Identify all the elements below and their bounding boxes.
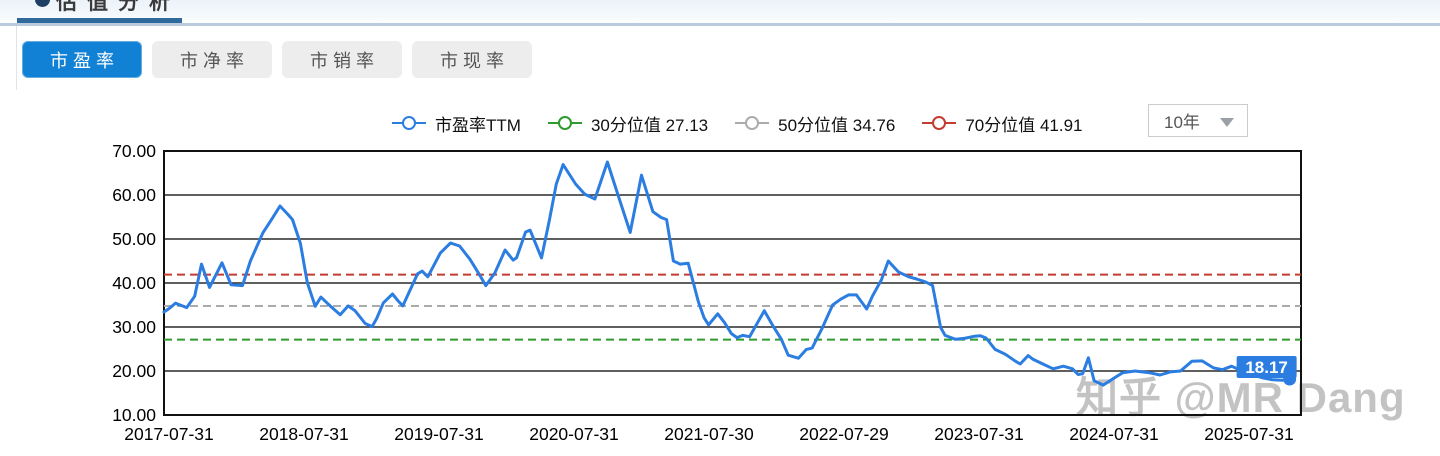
x-axis-label: 2022-07-29 <box>799 424 889 444</box>
legend-item-50th-percentile[interactable]: 50分位值 34.76 <box>735 111 895 136</box>
legend-item-70th-percentile[interactable]: 70分位值 41.91 <box>922 111 1083 136</box>
panel-left-border <box>16 0 17 90</box>
y-axis-label: 60.00 <box>112 185 156 205</box>
valuation-metric-tabs: 市盈率 市净率 市销率 市现率 <box>22 41 532 78</box>
legend-label: 50分位值 34.76 <box>778 115 896 135</box>
x-axis-label: 2021-07-30 <box>664 424 754 444</box>
period-select[interactable]: 10年 <box>1148 104 1248 137</box>
y-axis-label: 50.00 <box>112 229 156 249</box>
x-axis-label: 2017-07-31 <box>124 424 214 444</box>
section-bullet-icon <box>35 0 50 7</box>
y-axis-label: 30.00 <box>112 317 156 337</box>
legend-label: 30分位值 27.13 <box>590 115 709 135</box>
x-axis-label: 2023-07-31 <box>934 424 1024 444</box>
watermark: 知乎 @MR Dang <box>1076 374 1406 421</box>
line-circle-marker-icon <box>735 116 770 130</box>
period-select-value: 10年 <box>1164 113 1200 132</box>
section-header: 估值分析 <box>0 0 1440 26</box>
current-value-badge <box>1236 356 1297 379</box>
x-axis-label: 2019-07-31 <box>394 424 484 444</box>
line-circle-marker-icon <box>547 116 582 130</box>
valuation-chart: 70.00 60.00 50.00 40.00 30.00 20.00 10.002017-… <box>112 141 1302 444</box>
y-axis-label: 40.00 <box>112 273 156 293</box>
section-title: 估值分析 <box>56 0 180 14</box>
pe-ttm-line <box>162 160 1292 387</box>
tab-pe-ratio[interactable]: 市盈率 <box>22 41 142 78</box>
tab-ps-ratio[interactable]: 市销率 <box>282 41 402 78</box>
section-title-underline <box>17 18 182 23</box>
line-circle-marker-icon <box>922 116 957 130</box>
y-axis-label: 70.00 <box>112 141 156 161</box>
tab-pb-ratio[interactable]: 市净率 <box>152 41 272 78</box>
chart-legend: 市盈率TTM 30分位值 27.13 50分位值 34.76 70分位值 41.91 <box>392 110 1083 136</box>
x-axis-label: 2025-07-31 <box>1204 424 1294 444</box>
current-value-label: 18.17 <box>1245 358 1288 377</box>
tab-pcf-ratio[interactable]: 市现率 <box>412 41 532 78</box>
legend-label: 市盈率TTM <box>435 115 521 135</box>
x-axis-label: 2018-07-31 <box>259 424 349 444</box>
x-axis-label: 2024-07-31 <box>1069 424 1159 444</box>
legend-label: 70分位值 41.91 <box>965 115 1083 135</box>
chevron-down-icon <box>1220 118 1234 127</box>
y-axis-label: 10.00 <box>112 405 156 425</box>
legend-item-30th-percentile[interactable]: 30分位值 27.13 <box>547 111 709 136</box>
plot-border <box>163 150 1302 416</box>
legend-item-pe-ttm[interactable]: 市盈率TTM <box>392 111 521 136</box>
x-axis-label: 2020-07-31 <box>529 424 619 444</box>
y-axis-label: 20.00 <box>112 361 156 381</box>
line-circle-marker-icon <box>392 116 426 130</box>
